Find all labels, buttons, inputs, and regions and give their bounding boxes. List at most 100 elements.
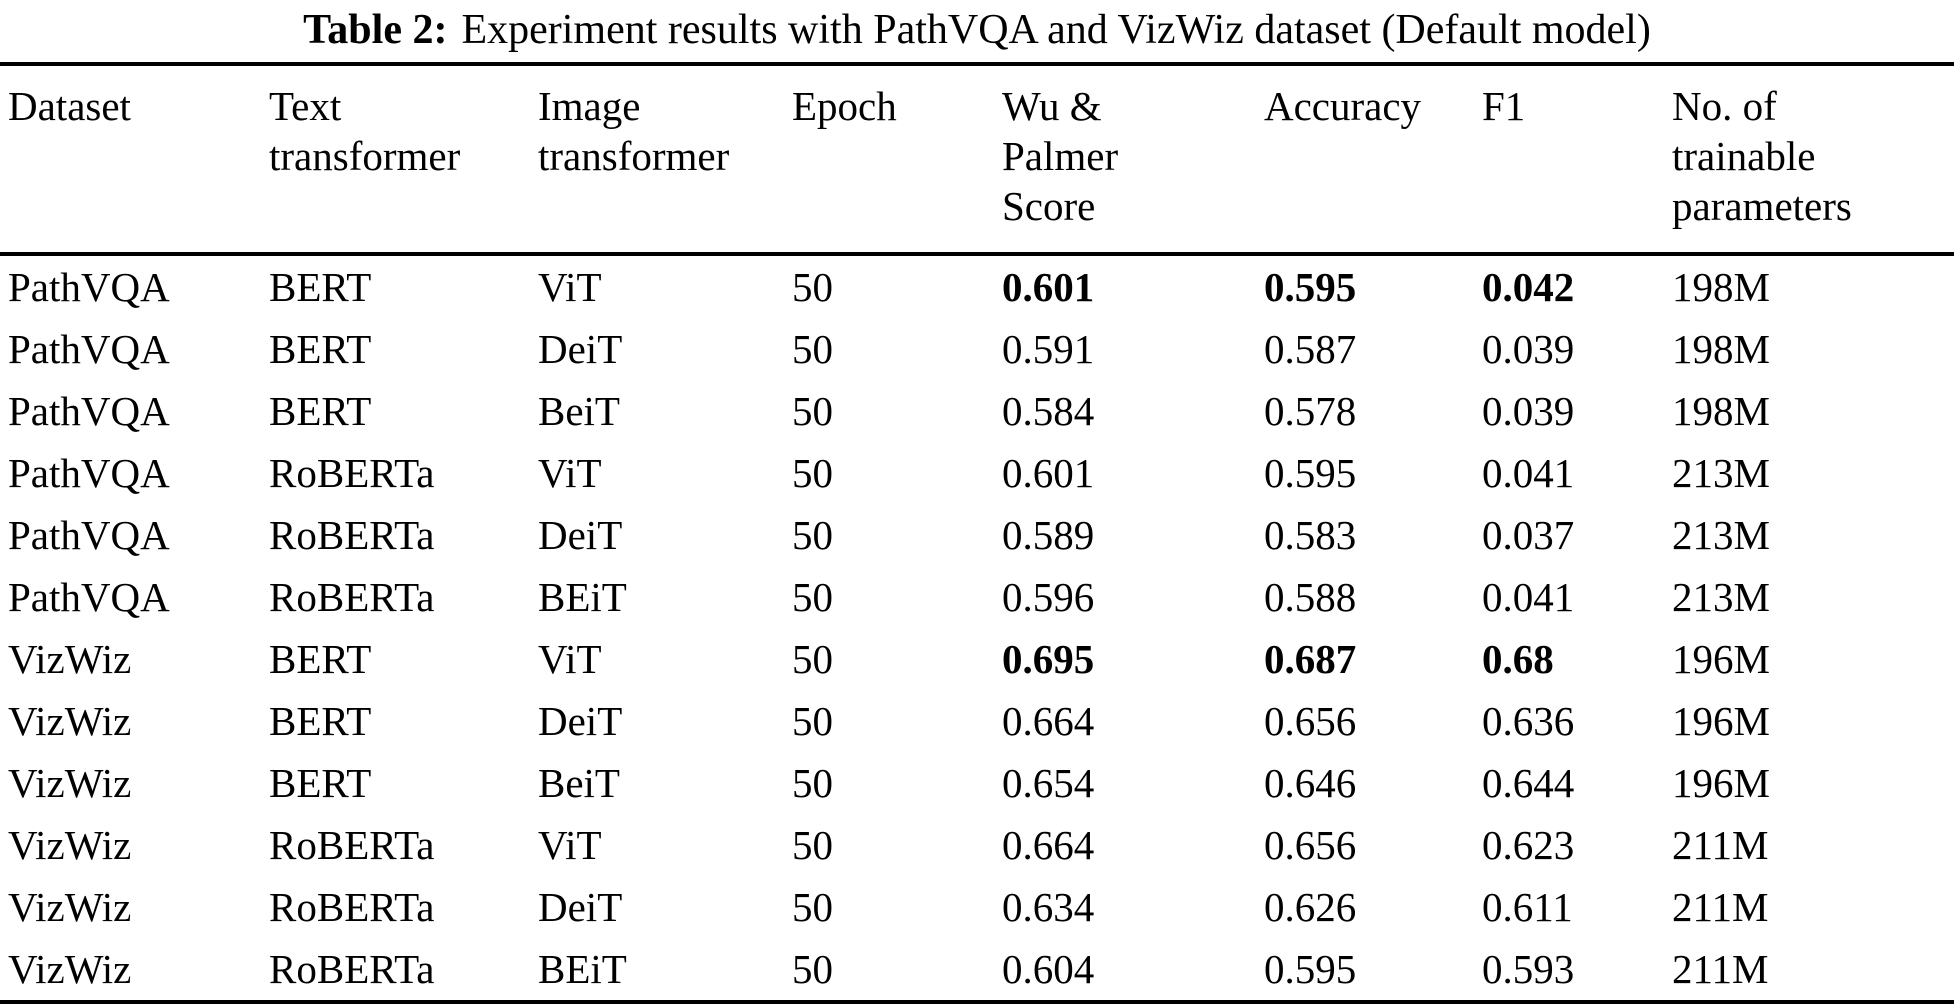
cell-dataset: VizWiz xyxy=(8,698,132,744)
cell-wu-palmer-score: 0.596 xyxy=(1002,574,1095,620)
column-header-dataset: Dataset xyxy=(0,64,269,254)
cell-trainable-params: 213M xyxy=(1672,574,1770,620)
cell-epoch: 50 xyxy=(792,326,833,372)
cell-text-transformer: RoBERTa xyxy=(269,512,435,558)
cell-f1: 0.037 xyxy=(1482,512,1575,558)
cell-epoch: 50 xyxy=(792,574,833,620)
table-row: VizWiz BERT DeiT 50 0.664 0.656 0.636 196M xyxy=(0,690,1954,752)
column-header-accuracy-label: Accuracy xyxy=(1264,83,1422,129)
cell-dataset: PathVQA xyxy=(8,574,170,620)
cell-trainable-params: 196M xyxy=(1672,698,1770,744)
cell-dataset: VizWiz xyxy=(8,636,132,682)
cell-text-transformer: BERT xyxy=(269,388,372,434)
cell-accuracy: 0.583 xyxy=(1264,512,1357,558)
cell-epoch: 50 xyxy=(792,760,833,806)
cell-wu-palmer-score: 0.601 xyxy=(1002,450,1095,496)
table-row: VizWiz BERT BeiT 50 0.654 0.646 0.644 196M xyxy=(0,752,1954,814)
cell-epoch: 50 xyxy=(792,946,833,992)
cell-f1: 0.039 xyxy=(1482,326,1575,372)
column-header-epoch-label: Epoch xyxy=(792,83,897,129)
cell-wu-palmer-score: 0.654 xyxy=(1002,760,1095,806)
cell-accuracy: 0.595 xyxy=(1264,264,1357,310)
cell-wu-palmer-score: 0.591 xyxy=(1002,326,1095,372)
cell-f1: 0.623 xyxy=(1482,822,1575,868)
table-row: PathVQA BERT DeiT 50 0.591 0.587 0.039 198M xyxy=(0,318,1954,380)
cell-dataset: PathVQA xyxy=(8,388,170,434)
cell-dataset: PathVQA xyxy=(8,264,170,310)
cell-accuracy: 0.588 xyxy=(1264,574,1357,620)
cell-wu-palmer-score: 0.664 xyxy=(1002,698,1095,744)
cell-text-transformer: RoBERTa xyxy=(269,450,435,496)
table-row: PathVQA BERT BeiT 50 0.584 0.578 0.039 198M xyxy=(0,380,1954,442)
cell-image-transformer: BEiT xyxy=(538,574,627,620)
cell-f1: 0.039 xyxy=(1482,388,1575,434)
cell-dataset: VizWiz xyxy=(8,822,132,868)
cell-f1: 0.042 xyxy=(1482,264,1575,310)
cell-f1: 0.593 xyxy=(1482,946,1575,992)
table-row: PathVQA RoBERTa ViT 50 0.601 0.595 0.041 213M xyxy=(0,442,1954,504)
cell-image-transformer: ViT xyxy=(538,450,602,496)
cell-trainable-params: 213M xyxy=(1672,450,1770,496)
cell-trainable-params: 196M xyxy=(1672,760,1770,806)
cell-wu-palmer-score: 0.584 xyxy=(1002,388,1095,434)
cell-f1: 0.041 xyxy=(1482,450,1575,496)
cell-trainable-params: 211M xyxy=(1672,822,1769,868)
cell-f1: 0.68 xyxy=(1482,636,1554,682)
column-header-epoch: Epoch xyxy=(792,64,1002,254)
column-header-accuracy: Accuracy xyxy=(1264,64,1482,254)
cell-text-transformer: RoBERTa xyxy=(269,946,435,992)
table-row: PathVQA BERT ViT 50 0.601 0.595 0.042 198M xyxy=(0,254,1954,318)
cell-wu-palmer-score: 0.664 xyxy=(1002,822,1095,868)
column-header-f1: F1 xyxy=(1482,64,1672,254)
cell-wu-palmer-score: 0.634 xyxy=(1002,884,1095,930)
table-row: VizWiz RoBERTa BEiT 50 0.604 0.595 0.593 211M xyxy=(0,938,1954,1002)
table-caption-text: Experiment results with PathVQA and VizW… xyxy=(461,7,1651,53)
cell-trainable-params: 198M xyxy=(1672,264,1770,310)
cell-text-transformer: BERT xyxy=(269,698,372,744)
cell-image-transformer: DeiT xyxy=(538,512,623,558)
cell-epoch: 50 xyxy=(792,884,833,930)
cell-epoch: 50 xyxy=(792,512,833,558)
cell-image-transformer: ViT xyxy=(538,636,602,682)
column-header-image-transformer-label: Image transformer xyxy=(538,83,730,179)
cell-f1: 0.644 xyxy=(1482,760,1575,806)
table-body: PathVQA BERT ViT 50 0.601 0.595 0.042 198M PathV… xyxy=(0,254,1954,1002)
cell-accuracy: 0.578 xyxy=(1264,388,1357,434)
table-row: VizWiz BERT ViT 50 0.695 0.687 0.68 196M xyxy=(0,628,1954,690)
column-header-text-transformer-label: Text transformer xyxy=(269,83,461,179)
cell-accuracy: 0.656 xyxy=(1264,822,1357,868)
cell-image-transformer: DeiT xyxy=(538,326,623,372)
cell-dataset: PathVQA xyxy=(8,512,170,558)
cell-wu-palmer-score: 0.695 xyxy=(1002,636,1095,682)
cell-wu-palmer-score: 0.604 xyxy=(1002,946,1095,992)
results-table: Dataset Text transformer Image transform… xyxy=(0,62,1954,1004)
cell-text-transformer: RoBERTa xyxy=(269,822,435,868)
cell-wu-palmer-score: 0.601 xyxy=(1002,264,1095,310)
column-header-dataset-label: Dataset xyxy=(8,83,131,129)
cell-epoch: 50 xyxy=(792,264,833,310)
cell-f1: 0.636 xyxy=(1482,698,1575,744)
column-header-text-transformer: Text transformer xyxy=(269,64,538,254)
cell-text-transformer: BERT xyxy=(269,636,372,682)
cell-epoch: 50 xyxy=(792,450,833,496)
cell-text-transformer: RoBERTa xyxy=(269,884,435,930)
column-header-f1-label: F1 xyxy=(1482,83,1526,129)
table-row: PathVQA RoBERTa BEiT 50 0.596 0.588 0.041 213M xyxy=(0,566,1954,628)
cell-image-transformer: DeiT xyxy=(538,698,623,744)
cell-wu-palmer-score: 0.589 xyxy=(1002,512,1095,558)
cell-f1: 0.041 xyxy=(1482,574,1575,620)
table-caption: Table 2: Experiment results with PathVQA … xyxy=(0,0,1954,62)
table-row: PathVQA RoBERTa DeiT 50 0.589 0.583 0.037 213M xyxy=(0,504,1954,566)
cell-accuracy: 0.587 xyxy=(1264,326,1357,372)
cell-image-transformer: BEiT xyxy=(538,946,627,992)
cell-epoch: 50 xyxy=(792,698,833,744)
column-header-trainable-params-label: No. of trainable parameters xyxy=(1672,83,1852,229)
column-header-wu-palmer-score-label: Wu & Palmer Score xyxy=(1002,83,1119,229)
column-header-trainable-params: No. of trainable parameters xyxy=(1672,64,1954,254)
cell-dataset: VizWiz xyxy=(8,884,132,930)
table-row: VizWiz RoBERTa ViT 50 0.664 0.656 0.623 211M xyxy=(0,814,1954,876)
cell-dataset: VizWiz xyxy=(8,946,132,992)
cell-dataset: PathVQA xyxy=(8,450,170,496)
table-row: VizWiz RoBERTa DeiT 50 0.634 0.626 0.611 211M xyxy=(0,876,1954,938)
